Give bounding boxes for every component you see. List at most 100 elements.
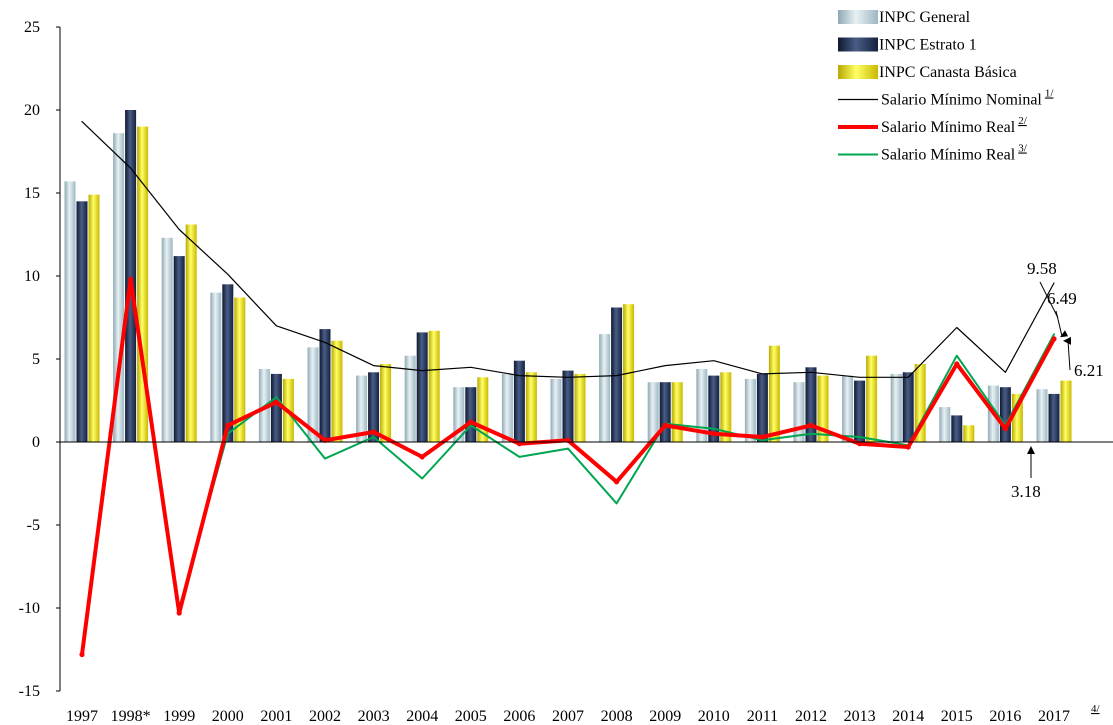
x-tick-label: 2017 (1038, 708, 1070, 725)
legend-label: INPC General (879, 9, 971, 26)
bar-inpc-canasta-b-sica-2006 (525, 372, 537, 442)
bar-inpc-general-2000 (210, 292, 222, 442)
bar-inpc-general-2012 (793, 382, 805, 442)
bar-inpc-general-1997 (64, 181, 76, 442)
point-salario-minimo-real-2015 (954, 361, 960, 367)
y-tick-label: 20 (24, 102, 40, 119)
point-salario-minimo-real-2017 (1051, 336, 1057, 342)
bar-inpc-estrato-1-2000 (222, 284, 234, 442)
bar-inpc-estrato-1-2003 (368, 372, 380, 442)
x-tick-label: 2002 (309, 708, 341, 725)
x-tick-label: 2006 (503, 708, 535, 725)
bar-inpc-estrato-1-2002 (319, 329, 331, 442)
annotation-nominal: 9.58 (1027, 259, 1057, 278)
point-salario-minimo-real-2011 (759, 434, 766, 440)
bar-inpc-canasta-b-sica-2017 (1060, 380, 1072, 442)
y-tick-label: 15 (24, 185, 40, 202)
lines-layer (79, 120, 1057, 658)
annotation-green: 6.49 (1047, 289, 1077, 308)
x-tick-label: 2014 (892, 708, 924, 725)
bar-inpc-estrato-1-2013 (854, 380, 866, 442)
bar-inpc-canasta-b-sica-2016 (1011, 393, 1023, 442)
bar-inpc-general-2005 (453, 387, 465, 442)
bar-inpc-general-2010 (696, 369, 708, 442)
point-salario-minimo-real-2010 (711, 431, 717, 437)
bar-inpc-general-2004 (404, 355, 416, 442)
bar-inpc-canasta-b-sica-2007 (574, 373, 586, 442)
bar-inpc-canasta-b-sica-2000 (234, 297, 246, 442)
bar-inpc-general-2003 (356, 375, 368, 442)
bar-inpc-estrato-1-2017 (1048, 393, 1060, 442)
bar-inpc-estrato-1-2011 (756, 373, 768, 442)
bar-inpc-canasta-b-sica-2009 (671, 382, 683, 442)
annotation-general: 3.18 (1011, 482, 1041, 501)
bar-inpc-estrato-1-2012 (805, 367, 817, 442)
bar-inpc-estrato-1-2005 (465, 387, 477, 442)
point-salario-minimo-real-1998* (128, 276, 134, 282)
y-tick-label: 5 (32, 351, 40, 368)
legend-label: Salario Mínimo Nominal (881, 92, 1042, 109)
bar-inpc-canasta-b-sica-2015 (963, 425, 975, 442)
x-tick-label: 2011 (747, 708, 778, 725)
x-tick-label: 2004 (406, 708, 438, 725)
bar-inpc-estrato-1-1997 (76, 201, 88, 442)
legend-note: 2/ (1018, 115, 1028, 127)
point-salario-minimo-real-1997 (79, 651, 85, 658)
bars-layer (64, 110, 1072, 442)
bar-inpc-general-2017 (1036, 389, 1048, 442)
legend-note: 3/ (1018, 143, 1028, 155)
x-tick-label: 2003 (358, 708, 390, 725)
legend-swatch (838, 37, 878, 52)
bar-inpc-estrato-1-1998* (125, 110, 137, 442)
annotation-red: 6.21 (1074, 361, 1104, 380)
bar-inpc-general-2011 (744, 378, 756, 442)
point-salario-minimo-real-2001 (273, 399, 279, 405)
bar-inpc-estrato-1-2016 (999, 387, 1011, 442)
bar-inpc-estrato-1-2015 (951, 415, 963, 442)
x-tick-label: 2009 (649, 708, 681, 725)
x-tick-label: 2005 (455, 708, 487, 725)
bar-inpc-estrato-1-2004 (416, 332, 428, 442)
point-salario-minimo-real-2008 (614, 479, 620, 485)
bar-inpc-canasta-b-sica-2004 (428, 330, 440, 442)
legend-label: INPC Estrato 1 (879, 37, 977, 54)
bar-inpc-general-2009 (647, 382, 659, 442)
point-salario-minimo-real-2000 (225, 422, 231, 428)
annotation-arrow-line (1055, 310, 1063, 337)
legend-label: Salario Mínimo Real (881, 147, 1016, 164)
x-tick-label: 2013 (844, 708, 876, 725)
x-tick-label: 2007 (552, 708, 584, 725)
x-tick-label: 2008 (601, 708, 633, 725)
y-tick-label: 0 (32, 434, 40, 451)
bar-inpc-general-2014 (890, 373, 902, 442)
point-salario-minimo-real-2004 (419, 454, 425, 460)
point-salario-minimo-real-1999 (176, 610, 182, 616)
arrow-head (1027, 446, 1035, 454)
bar-inpc-canasta-b-sica-1998* (137, 126, 149, 442)
bar-inpc-general-2013 (842, 375, 854, 442)
y-tick-label: 25 (24, 19, 40, 36)
bar-inpc-canasta-b-sica-2012 (817, 375, 829, 442)
legend-swatch (838, 65, 878, 79)
bar-inpc-general-2006 (501, 373, 513, 442)
bar-inpc-canasta-b-sica-2010 (720, 372, 732, 442)
arrow-head (1060, 330, 1068, 338)
x-tick-label: 2012 (795, 708, 827, 725)
line-series-1 (81, 120, 1055, 378)
bar-inpc-general-2007 (550, 378, 562, 442)
bar-inpc-canasta-b-sica-2002 (331, 340, 343, 442)
x-tick-label: 2001 (260, 708, 292, 725)
axes-layer: -15 -10 -5 0 5 10 15 20 25 1997 1998* 1999 2000 2001 2… (19, 19, 1113, 725)
bar-inpc-estrato-1-2009 (659, 382, 671, 442)
point-salario-minimo-real-2005 (468, 419, 474, 425)
bar-inpc-estrato-1-2007 (562, 370, 574, 442)
bar-inpc-canasta-b-sica-1999 (185, 224, 197, 442)
y-tick-label: -15 (19, 683, 40, 700)
annotation-leader (1039, 281, 1059, 319)
bar-inpc-canasta-b-sica-2003 (380, 364, 392, 442)
y-tick-label: -5 (27, 517, 40, 534)
annotation-arrow-line (1067, 340, 1071, 371)
legend-label: Salario Mínimo Real (881, 119, 1016, 136)
line-series-3 (81, 285, 1055, 653)
x-tick-note: 4/ (1091, 703, 1101, 715)
